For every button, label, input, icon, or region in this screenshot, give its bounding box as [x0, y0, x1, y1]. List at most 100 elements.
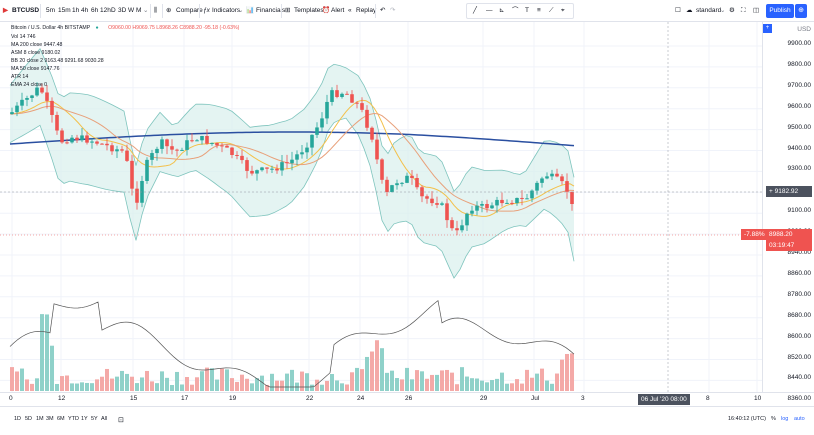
redo-icon[interactable]: ↷: [390, 7, 396, 14]
volume-bar: [10, 367, 14, 391]
range-3m[interactable]: 3M: [46, 416, 54, 422]
text-icon[interactable]: T: [525, 7, 529, 14]
candle-body: [520, 197, 524, 199]
alert-icon[interactable]: ⏰: [322, 7, 331, 14]
goto-date-icon[interactable]: ⊡: [118, 417, 124, 424]
legend-row-3[interactable]: BB 20 close 2 9163.48 9291.68 9030.28: [11, 58, 104, 64]
chevron-down-icon[interactable]: ⌄: [143, 7, 149, 14]
indicators-icon[interactable]: ƒx: [203, 7, 210, 14]
candle-type-icon[interactable]: ⫼: [154, 7, 157, 14]
interval-1h[interactable]: 1h: [72, 7, 80, 14]
layout-name[interactable]: standard: [696, 7, 722, 14]
legend-row-4[interactable]: MA 50 close 9147.76: [11, 66, 60, 72]
checkbox-icon[interactable]: ☐: [675, 7, 681, 14]
candle-body: [160, 139, 164, 149]
volume-bar: [255, 378, 259, 391]
volume-bar: [285, 373, 289, 391]
interval-1d[interactable]: D: [111, 7, 116, 14]
chart-pane[interactable]: Bitcoin / U.S. Dollar 4h BITSTAMP ● O906…: [0, 22, 762, 402]
lock-scale-icon[interactable]: +: [763, 24, 772, 33]
symbol-search[interactable]: BTCUSD: [12, 7, 40, 14]
publish-dropdown-icon[interactable]: ⊕: [795, 4, 807, 18]
volume-bar: [415, 370, 419, 391]
legend-row-0[interactable]: Vol 14 746: [11, 34, 36, 40]
measure-icon[interactable]: ⌖: [561, 7, 565, 14]
candle-body: [155, 148, 159, 154]
price-tick-label: 8440.00: [787, 374, 812, 382]
chevron-down-icon[interactable]: ⌄: [238, 7, 244, 14]
interval-1m[interactable]: M: [136, 7, 142, 14]
fib-icon[interactable]: ⊾: [499, 7, 505, 14]
candle-body: [195, 140, 199, 142]
menu-icon[interactable]: ▶: [3, 7, 8, 14]
interval-4h[interactable]: 4h: [81, 7, 89, 14]
range-1m[interactable]: 1M: [36, 416, 44, 422]
log-toggle[interactable]: log: [781, 416, 789, 422]
last-price-badge: 8988.20: [766, 229, 812, 240]
brush-icon[interactable]: ⟋: [549, 7, 554, 14]
candle-body: [485, 203, 489, 209]
replay-icon[interactable]: «: [348, 7, 352, 14]
templates-button[interactable]: Templates: [294, 7, 324, 14]
candle-body: [420, 187, 424, 197]
volume-bar: [495, 378, 499, 391]
trendline-icon[interactable]: ╱: [473, 7, 477, 14]
compare-button[interactable]: Compare: [176, 7, 203, 14]
volume-bar: [395, 378, 399, 391]
volume-bar: [65, 375, 69, 391]
camera-icon[interactable]: ◫: [753, 7, 760, 14]
fullscreen-icon[interactable]: ⛶: [741, 7, 746, 14]
auto-toggle[interactable]: auto: [794, 416, 805, 422]
legend-row-5[interactable]: ATR 14: [11, 74, 29, 80]
volume-bar: [265, 384, 269, 391]
interval-15m[interactable]: 15m: [58, 7, 71, 14]
financials-icon[interactable]: 📊: [246, 7, 255, 14]
replay-button[interactable]: Replay: [356, 7, 377, 14]
candle-body: [45, 92, 49, 101]
chevron-down-icon[interactable]: ⌄: [720, 7, 726, 14]
alert-button[interactable]: Alert: [331, 7, 345, 14]
templates-icon[interactable]: ⊞: [285, 7, 291, 14]
volume-bars: [10, 314, 574, 391]
range-5y[interactable]: 5Y: [91, 416, 98, 422]
legend-row-1[interactable]: MA 200 close 9447.48: [11, 42, 63, 48]
cloud-icon[interactable]: ☁: [686, 7, 693, 14]
drawing-tools-group: [466, 3, 574, 19]
compare-icon[interactable]: ⊕: [166, 7, 172, 14]
range-1d[interactable]: 1D: [14, 416, 22, 422]
price-axis[interactable]: USD + 9900.00 9800.00 9700.00 9600.00 9500.0…: [762, 22, 814, 402]
curve-icon[interactable]: ⌒: [512, 7, 519, 14]
interval-5m[interactable]: 5m: [46, 7, 56, 14]
volume-bar: [470, 378, 474, 391]
interval-3d[interactable]: 3D: [118, 7, 127, 14]
range-1y[interactable]: 1Y: [81, 416, 88, 422]
pattern-icon[interactable]: ≡: [537, 7, 541, 14]
interval-12h[interactable]: 12h: [100, 7, 111, 14]
range-6m[interactable]: 6M: [57, 416, 65, 422]
volume-bar: [25, 379, 29, 391]
gear-icon[interactable]: ⚙: [729, 7, 735, 14]
candle-body: [295, 154, 299, 160]
candle-body: [285, 162, 289, 164]
horizontal-line-icon[interactable]: —: [486, 7, 493, 14]
candle-body: [25, 97, 29, 100]
volume-bar: [525, 369, 529, 391]
volume-bar: [60, 376, 64, 391]
percent-toggle[interactable]: %: [771, 416, 776, 422]
publish-button[interactable]: Publish: [766, 4, 794, 18]
legend-row-2[interactable]: ASM 8 close 9180.02: [11, 50, 61, 56]
interval-6h[interactable]: 6h: [91, 7, 99, 14]
undo-icon[interactable]: ↶: [380, 7, 386, 14]
range-all[interactable]: All: [101, 416, 108, 422]
volume-bar: [235, 381, 239, 391]
legend-row-6[interactable]: EMA 24 close 0: [11, 82, 48, 88]
financials-button[interactable]: Financials: [256, 7, 286, 14]
range-ytd[interactable]: YTD: [68, 416, 79, 422]
price-chart[interactable]: [0, 22, 762, 402]
clock[interactable]: 16:40:12 (UTC): [728, 416, 766, 422]
volume-bar: [500, 372, 504, 391]
range-5d[interactable]: 5D: [25, 416, 33, 422]
time-axis[interactable]: 0 12 15 17 19 22 24 26 29 Jul 3 8 10 06 Jul '20 08:0…: [0, 392, 814, 406]
interval-1w[interactable]: W: [128, 7, 135, 14]
indicators-button[interactable]: Indicators: [212, 7, 241, 14]
